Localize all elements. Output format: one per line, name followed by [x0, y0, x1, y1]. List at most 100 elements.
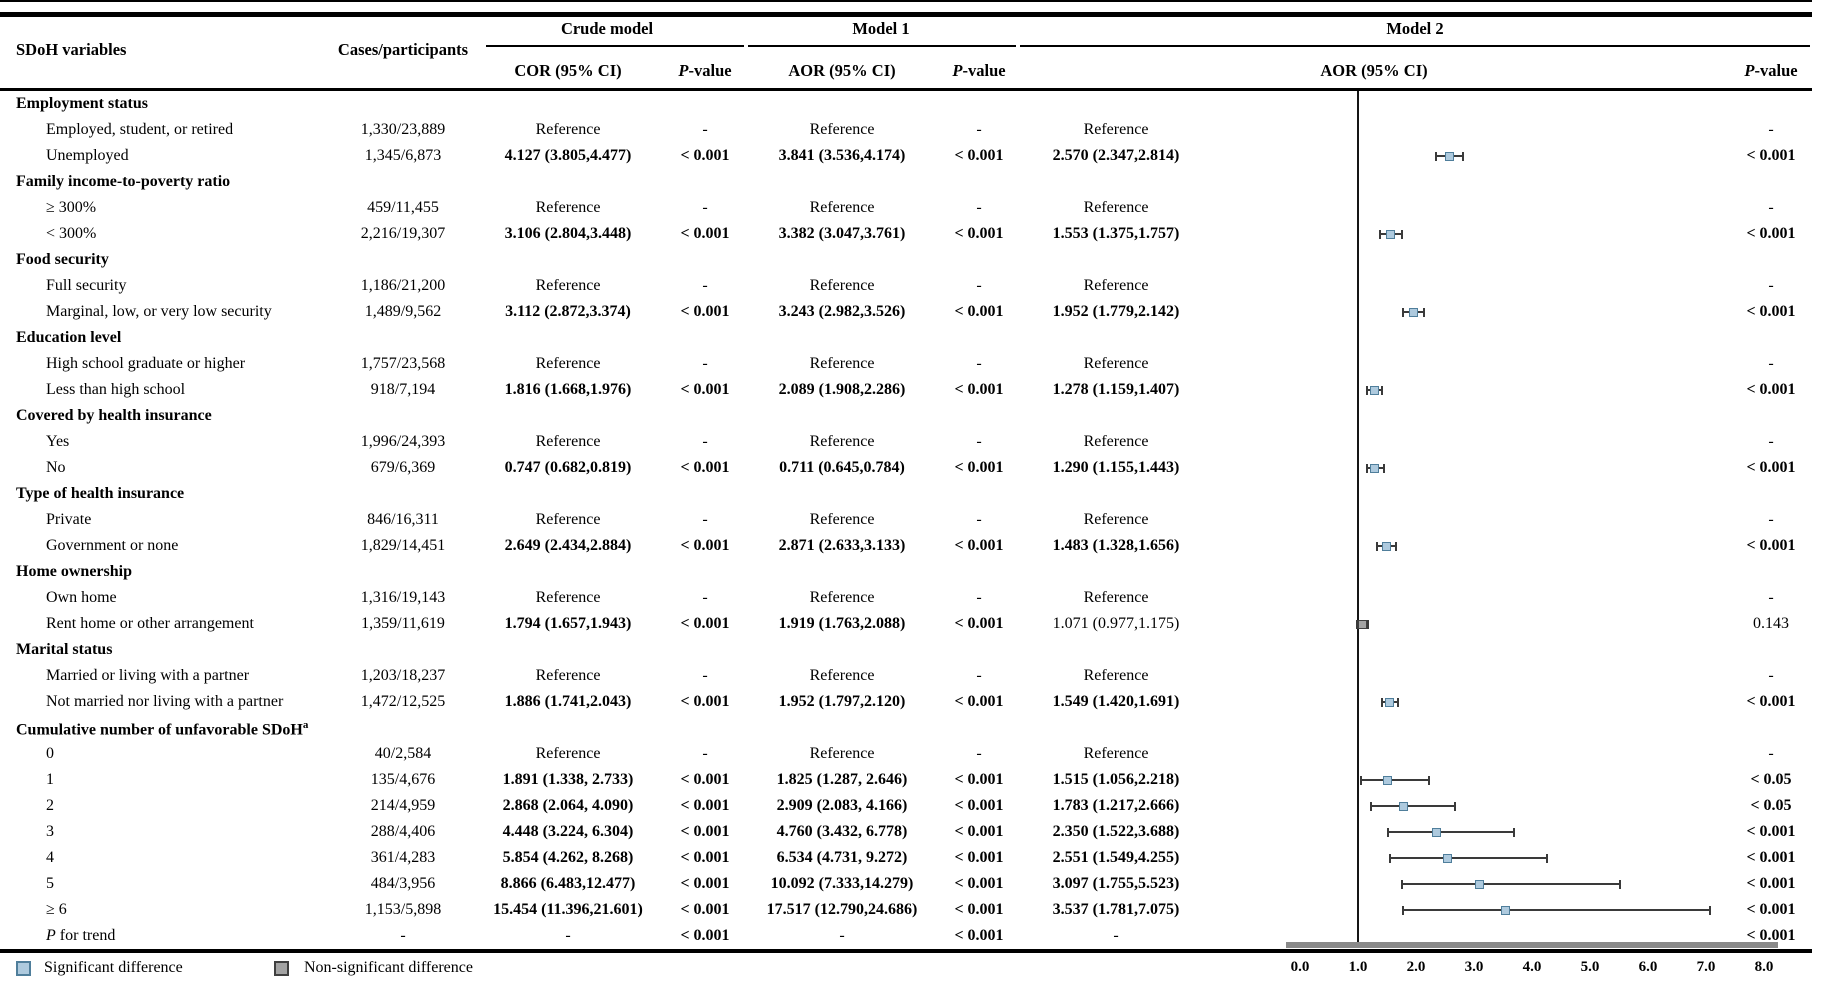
model2-aor-value: 2.551 (1.549,4.255) [1052, 849, 1180, 866]
col-header-crude-pvalue: P-value [678, 61, 732, 80]
data-row: High school graduate or higher 1,757/23,5… [0, 351, 1812, 377]
crude-p-value: < 0.001 [680, 615, 730, 632]
sdoh-label: 0 [46, 745, 54, 762]
crude-p-value: < 0.001 [680, 927, 730, 944]
crude-p-value: - [702, 355, 708, 372]
sdoh-label: Family income-to-poverty ratio [16, 173, 231, 190]
cor-value: 15.454 (11.396,21.601) [493, 901, 643, 918]
data-row: Government or none 1,829/14,451 2.649 (2.4… [0, 533, 1812, 559]
cases-value: 1,153/5,898 [364, 901, 442, 918]
cor-value: Reference [535, 355, 601, 372]
top-thin-rule [0, 0, 1812, 2]
cor-value: 5.854 (4.262, 8.268) [502, 849, 634, 866]
crude-p-value: < 0.001 [680, 459, 730, 476]
cases-value: 135/4,676 [370, 771, 436, 788]
model2-aor-value: 1.515 (1.056,2.218) [1052, 771, 1180, 788]
model1-p-value: < 0.001 [954, 797, 1004, 814]
model2-aor-value: Reference [1083, 667, 1149, 684]
model2-p-value: - [1768, 745, 1774, 762]
cor-value: Reference [535, 667, 601, 684]
model1-aor-value: 3.382 (3.047,3.761) [778, 225, 906, 242]
model2-p-value: 0.143 [1753, 615, 1789, 632]
cor-value: Reference [535, 199, 601, 216]
model1-aor-value: 17.517 (12.790,24.686) [766, 901, 918, 918]
model2-aor-value: Reference [1083, 433, 1149, 450]
cases-value: 1,345/6,873 [364, 147, 442, 164]
sdoh-label: High school graduate or higher [46, 355, 246, 372]
model1-p-value: < 0.001 [954, 459, 1004, 476]
category-row: Marital status [0, 637, 1812, 663]
sdoh-label: 4 [46, 849, 54, 866]
cor-value: 1.816 (1.668,1.976) [504, 381, 632, 398]
legend-significant-label: Significant difference [44, 959, 183, 976]
model1-aor-value: 4.760 (3.432, 6.778) [776, 823, 908, 840]
x-axis-tick-label: 3.0 [1464, 959, 1484, 975]
model2-p-value: < 0.001 [1746, 901, 1796, 918]
model1-p-value: < 0.001 [954, 823, 1004, 840]
cases-value: 361/4,283 [370, 849, 436, 866]
cor-value: Reference [535, 745, 601, 762]
data-row: Less than high school 918/7,194 1.816 (1.6… [0, 377, 1812, 403]
crude-p-value: - [702, 277, 708, 294]
model1-aor-value: Reference [809, 745, 875, 762]
data-row: Yes 1,996/24,393 Reference - Reference - Refer… [0, 429, 1812, 455]
cases-value: 1,203/18,237 [360, 667, 446, 684]
cor-value: 3.112 (2.872,3.374) [505, 303, 631, 320]
cases-value: 40/2,584 [374, 745, 432, 762]
x-axis-tick-label: 4.0 [1522, 959, 1542, 975]
cases-value: 1,757/23,568 [360, 355, 446, 372]
model1-p-value: - [976, 745, 982, 762]
crude-p-value: < 0.001 [680, 771, 730, 788]
model2-aor-value: 1.549 (1.420,1.691) [1052, 693, 1180, 710]
data-row: Full security 1,186/21,200 Reference - Refer… [0, 273, 1812, 299]
crude-p-value: < 0.001 [680, 381, 730, 398]
data-row: 4 361/4,283 5.854 (4.262, 8.268) < 0.001 6.5… [0, 845, 1812, 871]
model2-aor-value: 2.570 (2.347,2.814) [1052, 147, 1180, 164]
sdoh-label: 1 [46, 771, 54, 788]
model2-aor-value: - [1113, 927, 1119, 944]
data-row: < 300% 2,216/19,307 3.106 (2.804,3.448) < 0… [0, 221, 1812, 247]
model2-underline [1020, 45, 1810, 47]
col-header-model1-pvalue: P-value [952, 61, 1006, 80]
sdoh-label: ≥ 6 [46, 901, 67, 918]
sdoh-label: Full security [46, 277, 127, 294]
data-row: Not married nor living with a partner 1,4… [0, 689, 1812, 715]
cor-value: 8.866 (6.483,12.477) [500, 875, 636, 892]
crude-p-value: < 0.001 [680, 849, 730, 866]
model1-p-value: - [976, 511, 982, 528]
model2-p-value: < 0.001 [1746, 147, 1796, 164]
data-row: 5 484/3,956 8.866 (6.483,12.477) < 0.001 10.… [0, 871, 1812, 897]
model2-p-value: - [1768, 433, 1774, 450]
data-row: 3 288/4,406 4.448 (3.224, 6.304) < 0.001 4.7… [0, 819, 1812, 845]
category-row: Covered by health insurance [0, 403, 1812, 429]
sdoh-label: P for trend [46, 927, 116, 944]
model2-p-value: < 0.001 [1746, 875, 1796, 892]
sdoh-label: 2 [46, 797, 54, 814]
sdoh-label: Marginal, low, or very low security [46, 303, 272, 320]
group-header-model2: Model 2 [1386, 19, 1444, 38]
model1-p-value: < 0.001 [954, 901, 1004, 918]
model2-p-value: < 0.001 [1746, 381, 1796, 398]
crude-p-value: < 0.001 [680, 875, 730, 892]
x-axis-tick-label: 2.0 [1406, 959, 1426, 975]
sdoh-label: Yes [46, 433, 70, 450]
model1-p-value: - [976, 667, 982, 684]
model2-p-value: < 0.001 [1746, 459, 1796, 476]
model1-aor-value: 0.711 (0.645,0.784) [779, 459, 905, 476]
sdoh-label: Home ownership [16, 563, 132, 580]
crude-p-value: < 0.001 [680, 823, 730, 840]
cases-value: 1,829/14,451 [360, 537, 446, 554]
cor-value: Reference [535, 121, 601, 138]
model1-aor-value: 1.825 (1.287, 2.646) [776, 771, 908, 788]
model2-aor-value: Reference [1083, 589, 1149, 606]
model1-p-value: < 0.001 [954, 303, 1004, 320]
model1-aor-value: 6.534 (4.731, 9.272) [776, 849, 908, 866]
crude-p-value: - [702, 667, 708, 684]
sdoh-label: Not married nor living with a partner [46, 693, 284, 710]
group-header-crude-model: Crude model [560, 19, 654, 38]
model2-aor-value: 1.278 (1.159,1.407) [1052, 381, 1180, 398]
data-row: Employed, student, or retired 1,330/23,88… [0, 117, 1812, 143]
cor-value: 4.448 (3.224, 6.304) [502, 823, 634, 840]
header-bottom-rule [0, 88, 1812, 91]
